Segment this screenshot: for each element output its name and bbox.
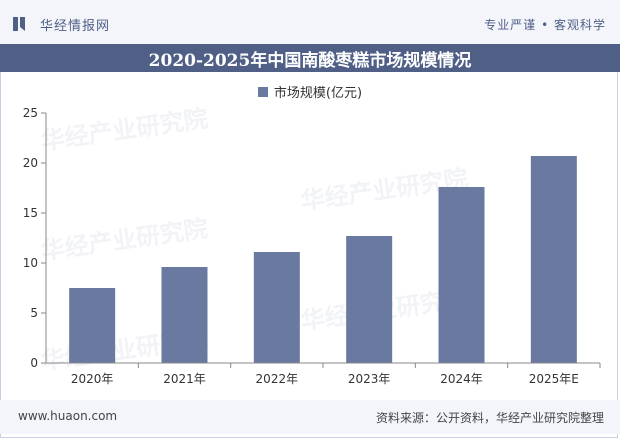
bar	[161, 267, 208, 363]
y-tick-label: 15	[23, 206, 38, 220]
y-tick-label: 20	[23, 156, 38, 170]
bar	[69, 288, 116, 363]
legend-label: 市场规模(亿元)	[273, 86, 363, 101]
y-tick-label: 25	[23, 106, 38, 120]
bar	[346, 236, 393, 363]
x-tick-label: 2025年E	[529, 372, 579, 386]
x-tick-label: 2021年	[163, 372, 206, 386]
x-tick-label: 2020年	[71, 372, 114, 386]
x-tick-label: 2024年	[440, 372, 483, 386]
header-bar: 华经情报网 专业严谨 • 客观科学	[0, 0, 620, 44]
brand[interactable]: 华经情报网	[12, 14, 110, 34]
footer-bar: www.huaon.com 资料来源：公开资料，华经产业研究院整理	[0, 400, 620, 434]
legend-swatch	[257, 86, 268, 97]
tagline: 专业严谨 • 客观科学	[484, 18, 606, 32]
bar	[438, 187, 485, 363]
bar	[530, 156, 577, 363]
bar-chart: 0 5 10 15 20 25 2020年 2021年 2022年 2023年 2024年 2025…	[23, 106, 601, 386]
y-tick-label: 5	[30, 306, 38, 320]
y-tick-label: 10	[23, 256, 38, 270]
bar	[253, 252, 300, 363]
logo-icon	[13, 17, 25, 31]
legend[interactable]: 市场规模(亿元)	[0, 82, 620, 101]
title-bar: 2020-2025年中国南酸枣糕市场规模情况	[0, 44, 620, 72]
x-tick-label: 2023年	[348, 372, 391, 386]
chart-title: 2020-2025年中国南酸枣糕市场规模情况	[148, 50, 472, 71]
brand-name: 华经情报网	[40, 18, 111, 34]
x-tick-label: 2022年	[256, 372, 299, 386]
y-tick-label: 0	[30, 356, 38, 370]
footer-source: 资料来源：公开资料，华经产业研究院整理	[375, 411, 604, 425]
footer-url[interactable]: www.huaon.com	[18, 409, 118, 423]
